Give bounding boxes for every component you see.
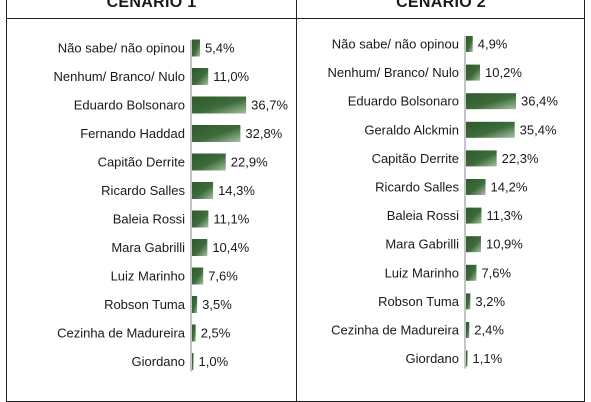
data-label: 1,1% — [473, 351, 503, 366]
data-label: 7,6% — [481, 265, 511, 280]
category-label: Capitão Derrite — [372, 151, 459, 166]
data-label: 10,9% — [486, 237, 523, 252]
bar — [466, 93, 517, 110]
data-label: 7,6% — [208, 269, 238, 284]
data-label: 10,2% — [485, 65, 522, 80]
category-label: Geraldo Alckmin — [364, 122, 459, 137]
category-label: Luiz Marinho — [385, 265, 459, 280]
scenario-1-chart: Não sabe/ não opinou 5,4% Nenhum/ Branco/ … — [53, 39, 288, 372]
category-label: Fernando Haddad — [80, 126, 185, 141]
bar — [466, 64, 481, 81]
category-label: Ricardo Salles — [101, 183, 185, 198]
data-label: 11,0% — [213, 69, 249, 84]
data-label: 22,3% — [502, 151, 539, 166]
bar — [192, 296, 198, 313]
scenario-1-panel: CENÁRIO 1 Não sabe/ não opinou 5,4% Nenhum… — [7, 0, 296, 400]
category-label: Ricardo Salles — [375, 180, 459, 195]
bar — [466, 36, 473, 52]
category-label: Não sabe/ não opinou — [332, 37, 459, 52]
data-label: 10,4% — [212, 240, 249, 255]
data-label: 5,4% — [205, 41, 235, 56]
bar — [466, 179, 486, 195]
bar — [192, 68, 209, 85]
scenario-2-title: CENÁRIO 2 — [396, 0, 486, 11]
bar — [192, 39, 200, 57]
category-label: Baleia Rossi — [113, 212, 185, 227]
category-label: Mara Gabrilli — [111, 240, 185, 255]
data-label: 1,0% — [199, 354, 229, 369]
data-label: 36,4% — [521, 94, 558, 109]
data-label: 2,4% — [474, 323, 504, 338]
scenario-2-chart: Não sabe/ não opinou 4,9% Nenhum/ Branco/ … — [327, 36, 558, 369]
data-label: 2,5% — [201, 326, 231, 341]
category-label: Eduardo Bolsonaro — [348, 94, 459, 109]
header-divider — [6, 18, 585, 19]
bar — [192, 210, 209, 228]
bar — [192, 96, 247, 114]
bar — [192, 125, 241, 142]
data-label: 3,2% — [475, 294, 505, 309]
category-label: Robson Tuma — [104, 297, 186, 312]
category-label: Cezinha de Madureira — [57, 326, 186, 341]
category-label: Nenhum/ Branco/ Nulo — [327, 65, 459, 80]
category-label: Nenhum/ Branco/ Nulo — [53, 69, 185, 84]
category-label: Cezinha de Madureira — [331, 323, 460, 338]
bar — [466, 207, 482, 224]
data-label: 3,5% — [202, 297, 232, 312]
data-label: 35,4% — [520, 122, 557, 137]
bar — [466, 236, 481, 253]
bar — [192, 267, 204, 285]
bar — [466, 264, 477, 281]
column-divider — [296, 0, 297, 402]
category-label: Giordano — [132, 354, 185, 369]
data-label: 11,1% — [213, 212, 249, 227]
bar — [466, 150, 497, 167]
bar — [466, 350, 468, 367]
category-label: Não sabe/ não opinou — [58, 41, 185, 56]
bar — [192, 324, 196, 342]
category-label: Baleia Rossi — [387, 208, 459, 223]
data-label: 14,2% — [491, 180, 528, 195]
bar — [192, 353, 194, 370]
category-label: Giordano — [406, 351, 459, 366]
scenario-2-panel: CENÁRIO 2 Não sabe/ não opinou 4,9% Nenhum… — [297, 0, 585, 400]
bar — [192, 239, 208, 256]
category-label: Capitão Derrite — [98, 155, 185, 170]
data-label: 36,7% — [251, 98, 288, 113]
bar — [466, 293, 471, 310]
scenario-1-title: CENÁRIO 1 — [106, 0, 197, 11]
bar — [192, 153, 226, 171]
bar — [466, 322, 470, 338]
data-label: 4,9% — [478, 37, 508, 52]
bar — [466, 121, 515, 138]
category-label: Mara Gabrilli — [385, 237, 459, 252]
data-label: 11,3% — [487, 208, 523, 223]
data-label: 14,3% — [218, 183, 255, 198]
data-label: 32,8% — [245, 126, 282, 141]
category-label: Robson Tuma — [378, 294, 460, 309]
data-label: 22,9% — [231, 155, 268, 170]
category-label: Luiz Marinho — [111, 269, 185, 284]
category-label: Eduardo Bolsonaro — [74, 98, 185, 113]
bar — [192, 182, 214, 199]
